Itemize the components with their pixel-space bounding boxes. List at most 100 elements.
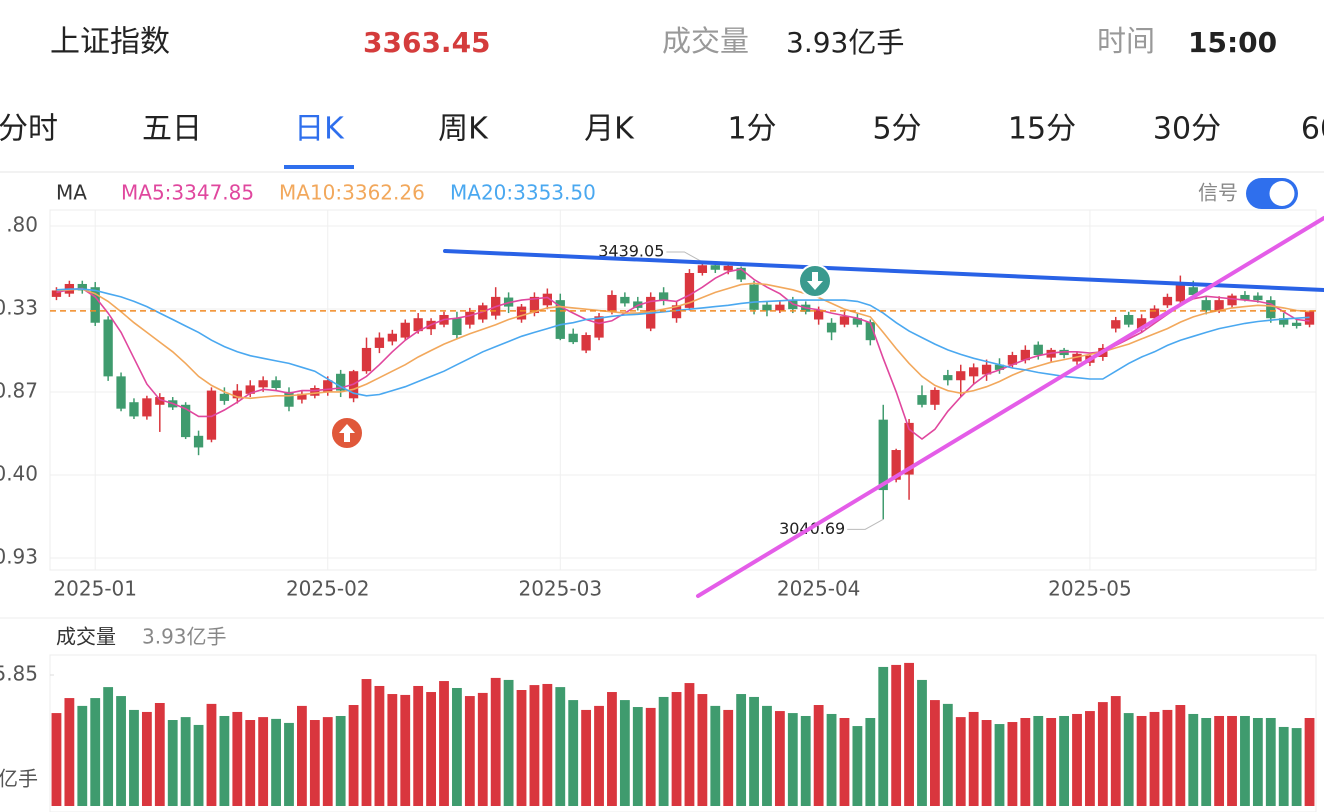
volume-bar xyxy=(477,692,488,806)
volume-bar xyxy=(154,702,165,806)
volume-bar xyxy=(426,692,437,806)
candle-body xyxy=(232,390,242,399)
volume-bar xyxy=(658,696,669,806)
volume-frame xyxy=(49,654,1317,812)
candle-body xyxy=(1266,300,1276,319)
candle-body xyxy=(710,265,720,270)
volume-bar xyxy=(774,711,785,806)
y-tick-label: 5.85 xyxy=(0,662,38,686)
candle-body xyxy=(1149,308,1160,319)
candle-body xyxy=(413,318,423,332)
tab[interactable]: 30分 xyxy=(1153,112,1221,147)
candle-body xyxy=(542,293,553,306)
candle-body xyxy=(336,373,346,391)
volume-bar xyxy=(452,687,462,806)
sell-signal[interactable] xyxy=(798,264,832,298)
tab[interactable]: 60 xyxy=(1301,112,1324,147)
candle-body xyxy=(904,422,914,475)
y-tick-label: 0.93 xyxy=(0,544,38,568)
signal-toggle[interactable] xyxy=(1246,178,1298,209)
candle-body xyxy=(323,380,333,392)
toggle-knob[interactable] xyxy=(1269,181,1295,206)
volume-bar xyxy=(129,709,139,806)
volume-bar xyxy=(1085,711,1095,806)
volume-bar xyxy=(839,717,850,806)
candle-body xyxy=(762,304,772,311)
volume-bar xyxy=(296,705,307,806)
volume-bar xyxy=(1007,722,1018,806)
ma-line xyxy=(56,288,1310,397)
candle-body xyxy=(723,265,733,271)
candle-body xyxy=(1304,310,1315,325)
volume-bar xyxy=(335,715,346,806)
candle-body xyxy=(90,287,100,323)
annotation: 3439.05 xyxy=(598,241,664,260)
x-tick-label: 2025-01 xyxy=(53,577,137,601)
candle-body xyxy=(852,318,863,325)
candle-body xyxy=(116,376,126,409)
volume-bar xyxy=(697,694,708,806)
candle-body xyxy=(51,290,62,297)
volume-bar xyxy=(1304,717,1315,806)
volume-bar xyxy=(490,677,501,806)
signal-label: 信号 xyxy=(1198,181,1238,205)
volume-bar xyxy=(1110,696,1121,806)
candle-body xyxy=(839,316,850,325)
candle-body xyxy=(620,296,630,304)
volume-bar xyxy=(284,722,294,806)
volume-bar xyxy=(710,705,721,806)
volume-bar xyxy=(581,709,592,806)
candle-body xyxy=(258,380,268,388)
candle-body xyxy=(452,318,462,336)
candle-body xyxy=(736,267,746,280)
candle-body xyxy=(1162,296,1173,306)
candle-body xyxy=(956,371,966,381)
index-name: 上证指数 xyxy=(50,25,170,60)
candle-body xyxy=(155,397,165,405)
plot-frame xyxy=(49,209,1317,571)
volume-chart: 5.85 亿手 xyxy=(0,662,1315,806)
volume-bar xyxy=(413,685,424,806)
volume-title: 成交量 xyxy=(56,625,116,649)
volume-bar xyxy=(258,717,269,806)
candle-body xyxy=(516,306,527,320)
volume-bar xyxy=(219,715,230,806)
candle-body xyxy=(1227,295,1237,306)
candle-body xyxy=(361,347,372,372)
tab[interactable]: 日K xyxy=(294,112,345,147)
volume-bar xyxy=(348,705,359,806)
tab[interactable]: 5分 xyxy=(872,112,921,147)
volume-bar xyxy=(77,705,88,806)
tab[interactable]: 1分 xyxy=(727,112,776,147)
tab[interactable]: 15分 xyxy=(1008,112,1076,147)
volume-bar xyxy=(206,703,217,806)
candle-body xyxy=(1033,344,1043,356)
volume-bar xyxy=(1188,713,1199,806)
candle-body xyxy=(658,292,669,301)
volume-bar xyxy=(607,692,617,806)
candle-body xyxy=(529,296,540,314)
candle-body xyxy=(465,311,475,325)
header: 上证指数 3363.45 成交量 3.93亿手 时间 15:00 xyxy=(50,24,1277,60)
candle-body xyxy=(878,419,888,491)
tab[interactable]: 五日 xyxy=(142,112,202,147)
tab[interactable]: 周K xyxy=(438,112,489,147)
tab[interactable]: 月K xyxy=(584,112,635,147)
volume-bar xyxy=(180,717,191,806)
volume-bar xyxy=(1136,715,1147,806)
annotation-leader xyxy=(666,251,703,263)
volume-subtitle: 3.93亿手 xyxy=(142,625,227,649)
buy-signal[interactable] xyxy=(330,416,364,450)
candle-body xyxy=(1201,300,1211,311)
volume-bar xyxy=(309,720,320,806)
volume-bar xyxy=(865,717,876,806)
candle-body xyxy=(568,333,578,343)
volume-bar xyxy=(632,707,643,806)
candle-body xyxy=(930,389,940,405)
candle-body xyxy=(271,380,281,388)
tab[interactable]: 分时 xyxy=(0,112,58,147)
volume-bar xyxy=(968,711,979,806)
resistance-line xyxy=(443,249,1324,292)
volume-value: 3.93亿手 xyxy=(786,26,904,59)
volume-bar xyxy=(400,694,411,806)
